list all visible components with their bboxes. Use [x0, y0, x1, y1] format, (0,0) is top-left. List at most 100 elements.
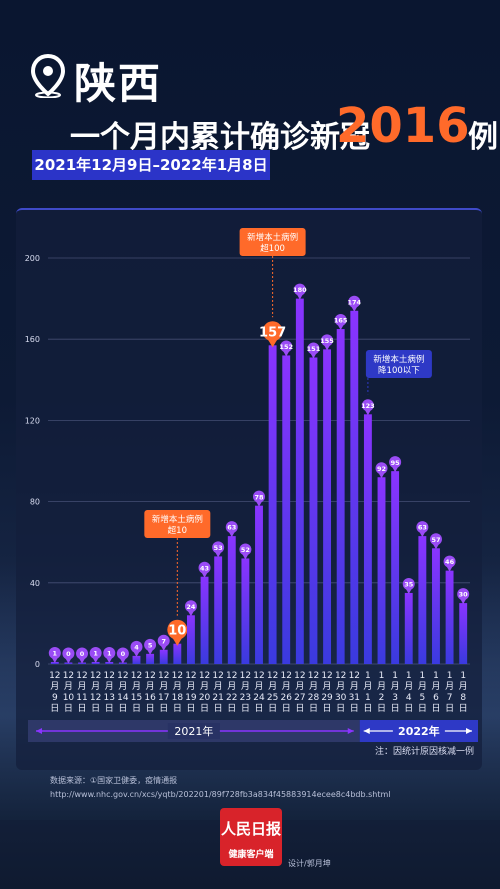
- value-marker: [389, 456, 402, 469]
- data-label: 35: [404, 581, 414, 589]
- x-tick-label: 月: [323, 681, 332, 692]
- x-tick-label: 月: [91, 681, 100, 692]
- bar: [227, 536, 236, 664]
- x-tick-label: 月: [268, 681, 277, 692]
- x-tick-label: 日: [146, 703, 155, 714]
- value-marker: [239, 543, 252, 556]
- annotation-box: [365, 350, 432, 378]
- value-marker: [198, 561, 211, 574]
- year-label-2022: 2022年: [398, 724, 440, 738]
- data-label: 57: [431, 536, 440, 544]
- x-tick-label: 月: [146, 681, 155, 692]
- x-tick-label: 12: [131, 671, 142, 681]
- x-tick-label: 12: [76, 671, 87, 681]
- x-tick-label: 日: [105, 703, 114, 714]
- x-tick-label: 1: [365, 671, 371, 681]
- x-tick-label: 7: [447, 693, 453, 703]
- x-tick-label: 12: [199, 671, 210, 681]
- location-pin-icon: [30, 54, 66, 98]
- x-tick-label: 12: [280, 671, 291, 681]
- x-tick-label: 月: [241, 681, 250, 692]
- x-tick-label: 日: [186, 703, 195, 714]
- data-label: 30: [459, 591, 469, 599]
- year-label-2021: 2021年: [174, 724, 213, 738]
- x-tick-label: 月: [173, 681, 182, 692]
- x-tick-label: 月: [404, 681, 413, 692]
- footnote: 注：因统计原因核减一例: [374, 747, 474, 757]
- source-line-1: 数据来源：①国家卫健委，疫情通报: [50, 776, 178, 785]
- data-label: 180: [293, 286, 307, 294]
- year-label-bg: [392, 723, 445, 739]
- x-tick-label: 9: [52, 693, 58, 703]
- x-tick-label: 月: [200, 681, 209, 692]
- x-tick-label: 12: [185, 671, 196, 681]
- x-tick-label: 月: [78, 681, 87, 692]
- x-tick-label: 12: [104, 671, 115, 681]
- x-tick-label: 1: [433, 671, 439, 681]
- annotation-box: [144, 510, 211, 538]
- arrow-head: [363, 728, 370, 734]
- x-tick-label: 12: [49, 671, 60, 681]
- data-label: 0: [121, 650, 126, 658]
- x-tick-label: 12: [63, 671, 74, 681]
- x-tick-label: 日: [132, 703, 141, 714]
- x-tick-label: 5: [419, 693, 425, 703]
- x-tick-label: 12: [267, 671, 278, 681]
- x-tick-label: 1: [460, 671, 466, 681]
- x-tick-label: 月: [214, 681, 223, 692]
- logo-title: 人民日报: [220, 820, 281, 838]
- x-tick-label: 16: [144, 693, 156, 703]
- x-tick-label: 月: [363, 681, 372, 692]
- y-tick-label: 40: [30, 579, 40, 588]
- value-marker: [307, 342, 320, 355]
- x-tick-label: 11: [76, 693, 87, 703]
- x-tick-label: 日: [268, 703, 277, 714]
- y-tick-label: 200: [25, 254, 40, 263]
- annotation-text: 新增本土病例: [247, 232, 298, 243]
- y-tick-label: 80: [30, 498, 40, 507]
- bar: [282, 355, 291, 664]
- value-marker: [144, 638, 157, 651]
- data-label: 0: [80, 650, 85, 658]
- x-tick-label: 30: [335, 693, 347, 703]
- x-tick-label: 日: [309, 703, 318, 714]
- x-tick-label: 1: [447, 671, 453, 681]
- x-tick-label: 日: [214, 703, 223, 714]
- x-tick-label: 12: [308, 671, 319, 681]
- x-tick-label: 日: [254, 703, 263, 714]
- bar: [200, 576, 209, 664]
- value-marker: [212, 541, 225, 554]
- logo-subtitle: 健康客户端: [228, 850, 274, 860]
- value-marker: [62, 647, 75, 660]
- x-tick-label: 31: [349, 693, 360, 703]
- x-tick-label: 月: [336, 681, 345, 692]
- x-tick-label: 日: [336, 703, 345, 714]
- bar: [105, 661, 114, 664]
- x-tick-label: 日: [159, 703, 168, 714]
- annotation-text: 降100以下: [378, 365, 420, 376]
- data-label: 52: [241, 546, 250, 554]
- x-tick-label: 12: [158, 671, 169, 681]
- y-tick-label: 0: [35, 660, 40, 669]
- x-tick-label: 日: [431, 703, 440, 714]
- x-tick-label: 日: [118, 703, 127, 714]
- data-label: 63: [227, 524, 236, 532]
- x-tick-label: 月: [132, 681, 141, 692]
- data-label: 43: [200, 564, 209, 572]
- value-marker: [402, 577, 415, 590]
- x-tick-label: 日: [78, 703, 87, 714]
- x-tick-label: 14: [117, 693, 129, 703]
- data-label: 63: [418, 524, 427, 532]
- x-tick-label: 日: [50, 703, 59, 714]
- bar: [391, 471, 400, 664]
- bar: [159, 649, 168, 664]
- x-tick-label: 27: [294, 693, 305, 703]
- value-marker: [348, 295, 361, 308]
- x-tick-label: 23: [240, 693, 251, 703]
- x-tick-label: 17: [158, 693, 169, 703]
- x-tick-label: 日: [227, 703, 236, 714]
- x-tick-label: 日: [323, 703, 332, 714]
- x-tick-label: 12: [226, 671, 237, 681]
- bar: [146, 653, 155, 664]
- bar: [186, 615, 195, 664]
